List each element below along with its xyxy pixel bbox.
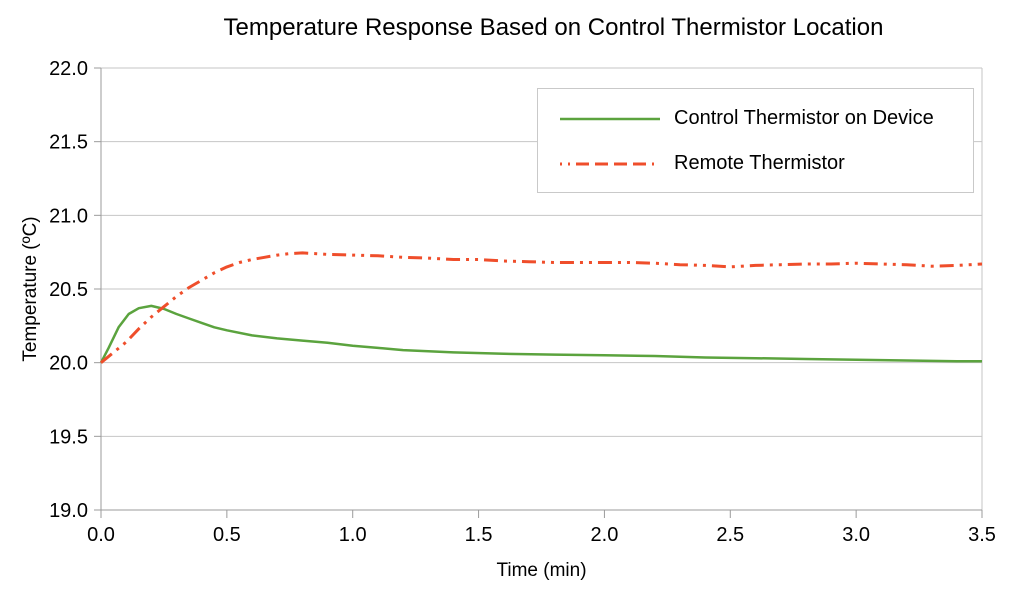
x-tick-label: 1.5	[465, 524, 493, 546]
legend-item-control: Control Thermistor on Device	[538, 96, 973, 141]
legend-line-solid-icon	[560, 117, 660, 120]
x-tick-label: 1.0	[339, 524, 367, 546]
y-tick-label: 19.5	[49, 426, 88, 448]
y-axis-title: Temperature (ºC)	[20, 216, 41, 362]
series-line-0	[99, 304, 982, 364]
y-tick-label: 21.5	[49, 132, 88, 154]
legend-label-control: Control Thermistor on Device	[674, 107, 934, 129]
x-tick-label: 3.5	[968, 524, 996, 546]
x-ticks: 0.0 0.5 1.0 1.5 2.0 2.5 3.0 3.5	[87, 510, 996, 546]
y-tick-label: 20.5	[49, 279, 88, 301]
legend-label-remote: Remote Thermistor	[674, 152, 845, 174]
legend-line-dashed-icon	[560, 162, 660, 165]
legend: Control Thermistor on Device Remote Ther…	[537, 88, 974, 193]
y-tick-label: 22.0	[49, 58, 88, 80]
x-tick-label: 3.0	[842, 524, 870, 546]
y-tick-label: 21.0	[49, 205, 88, 227]
y-ticks: 19.0 19.5 20.0 20.5 21.0 21.5 22.0	[49, 58, 101, 522]
x-axis-title: Time (min)	[496, 560, 587, 581]
y-tick-label: 19.0	[49, 500, 88, 522]
series-line-1	[100, 251, 983, 364]
x-tick-label: 2.0	[591, 524, 619, 546]
legend-item-remote: Remote Thermistor	[538, 141, 973, 186]
x-tick-label: 0.0	[87, 524, 115, 546]
y-tick-label: 20.0	[49, 353, 88, 375]
chart-title: Temperature Response Based on Control Th…	[223, 14, 884, 41]
x-tick-label: 0.5	[213, 524, 241, 546]
x-tick-label: 2.5	[716, 524, 744, 546]
